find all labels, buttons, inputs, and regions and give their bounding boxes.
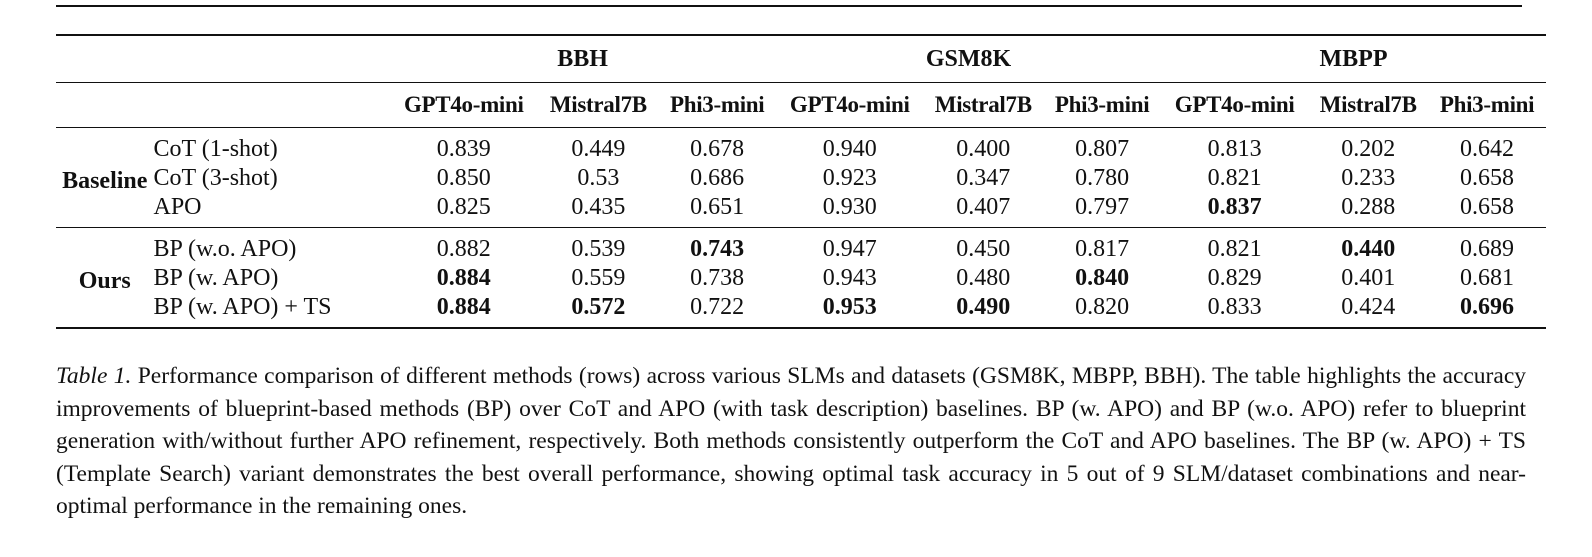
score-cell: 0.450: [923, 227, 1044, 264]
top-rule: [56, 5, 1522, 7]
score-cell: 0.947: [776, 227, 924, 264]
score-cell: 0.347: [956, 165, 1011, 191]
method-name: CoT (1-shot): [153, 136, 278, 162]
model-header: Mistral7B: [538, 82, 659, 128]
score-cell: 0.884: [389, 293, 539, 329]
table-row: APO 0.825 0.435 0.651 0.930 0.407 0.797 0.837 0.…: [56, 193, 1546, 228]
method-name: BP (w.o. APO): [153, 227, 390, 264]
method-name: BP (w. APO): [153, 265, 279, 291]
table-row: BP (w. APO) + TS 0.884 0.572 0.722 0.953 0.49…: [56, 293, 1546, 329]
row-group-label: Baseline: [62, 167, 148, 194]
method-name: CoT (3-shot): [153, 165, 278, 191]
table-row: CoT (3-shot) 0.850 0.53 0.686 0.923 0.347 0.78…: [56, 164, 1546, 193]
score-cell: 0.821: [1207, 165, 1262, 191]
score-cell: 0.539: [538, 227, 659, 264]
dataset-header-gsm8k: GSM8K: [776, 34, 1161, 83]
score-cell: 0.722: [658, 293, 777, 329]
score-cell: 0.202: [1341, 136, 1396, 162]
score-cell: 0.407: [956, 194, 1011, 220]
score-cell: 0.943: [822, 265, 877, 291]
score-cell: 0.738: [690, 265, 745, 291]
score-cell: 0.850: [436, 165, 491, 191]
score-cell: 0.288: [1341, 194, 1396, 220]
model-header: GPT4o-mini: [389, 82, 539, 128]
score-cell: 0.940: [822, 136, 877, 162]
score-cell: 0.651: [690, 194, 745, 220]
model-header: Phi3-mini: [1043, 82, 1161, 128]
score-cell: 0.490: [923, 293, 1044, 329]
score-cell: 0.840: [1075, 265, 1130, 291]
score-cell: 0.780: [1075, 165, 1130, 191]
score-cell: 0.817: [1043, 227, 1161, 264]
results-table: BBH GSM8K MBPP GPT4o-mini Mistral7B Phi3…: [56, 34, 1546, 329]
score-cell: 0.825: [436, 194, 491, 220]
score-cell: 0.400: [956, 136, 1011, 162]
caption-text: Performance comparison of different meth…: [56, 363, 1526, 519]
score-cell: 0.678: [690, 136, 745, 162]
score-cell: 0.930: [822, 194, 877, 220]
score-cell: 0.923: [822, 165, 877, 191]
model-header: Mistral7B: [1308, 82, 1429, 128]
model-header-row: GPT4o-mini Mistral7B Phi3-mini GPT4o-min…: [56, 82, 1546, 128]
score-cell: 0.833: [1161, 293, 1309, 329]
score-cell: 0.953: [776, 293, 924, 329]
table-body: Baseline CoT (1-shot) 0.839 0.449 0.678 0.940…: [56, 128, 1546, 329]
score-cell: 0.743: [658, 227, 777, 264]
score-cell: 0.884: [436, 265, 491, 291]
score-cell: 0.813: [1207, 136, 1262, 162]
model-header: Phi3-mini: [1428, 82, 1546, 128]
score-cell: 0.797: [1075, 194, 1130, 220]
score-cell: 0.681: [1460, 265, 1515, 291]
score-cell: 0.658: [1460, 165, 1515, 191]
score-cell: 0.882: [389, 227, 539, 264]
score-cell: 0.435: [571, 194, 626, 220]
score-cell: 0.559: [571, 265, 626, 291]
dataset-header-row: BBH GSM8K MBPP: [56, 34, 1546, 83]
row-group-label: Ours: [56, 227, 154, 329]
method-name: APO: [153, 194, 202, 220]
model-header: Mistral7B: [923, 82, 1044, 128]
score-cell: 0.53: [577, 165, 620, 191]
score-cell: 0.658: [1460, 194, 1515, 220]
score-cell: 0.829: [1207, 265, 1262, 291]
model-header: GPT4o-mini: [776, 82, 924, 128]
score-cell: 0.572: [538, 293, 659, 329]
score-cell: 0.837: [1207, 194, 1262, 220]
score-cell: 0.696: [1428, 293, 1546, 329]
score-cell: 0.480: [956, 265, 1011, 291]
caption-label: Table 1.: [56, 363, 132, 389]
score-cell: 0.839: [436, 136, 491, 162]
score-cell: 0.689: [1428, 227, 1546, 264]
model-header: GPT4o-mini: [1161, 82, 1309, 128]
score-cell: 0.440: [1308, 227, 1429, 264]
table-row: Ours BP (w.o. APO) 0.882 0.539 0.743 0.947 0.4…: [56, 227, 1546, 329]
score-cell: 0.807: [1075, 136, 1130, 162]
score-cell: 0.686: [690, 165, 745, 191]
model-header: Phi3-mini: [658, 82, 777, 128]
dataset-header-bbh: BBH: [389, 34, 777, 83]
dataset-header-mbpp: MBPP: [1161, 34, 1546, 83]
score-cell: 0.449: [571, 136, 626, 162]
method-name: BP (w. APO) + TS: [153, 293, 390, 329]
table-row: Baseline CoT (1-shot) 0.839 0.449 0.678 0.940…: [56, 128, 1546, 194]
score-cell: 0.424: [1308, 293, 1429, 329]
score-cell: 0.642: [1460, 136, 1515, 162]
score-cell: 0.401: [1341, 265, 1396, 291]
table-caption: Table 1. Performance comparison of diffe…: [56, 360, 1526, 523]
table-row: BP (w. APO) 0.884 0.559 0.738 0.943 0.480 0.84…: [56, 264, 1546, 293]
score-cell: 0.820: [1043, 293, 1161, 329]
score-cell: 0.233: [1341, 165, 1396, 191]
score-cell: 0.821: [1161, 227, 1309, 264]
